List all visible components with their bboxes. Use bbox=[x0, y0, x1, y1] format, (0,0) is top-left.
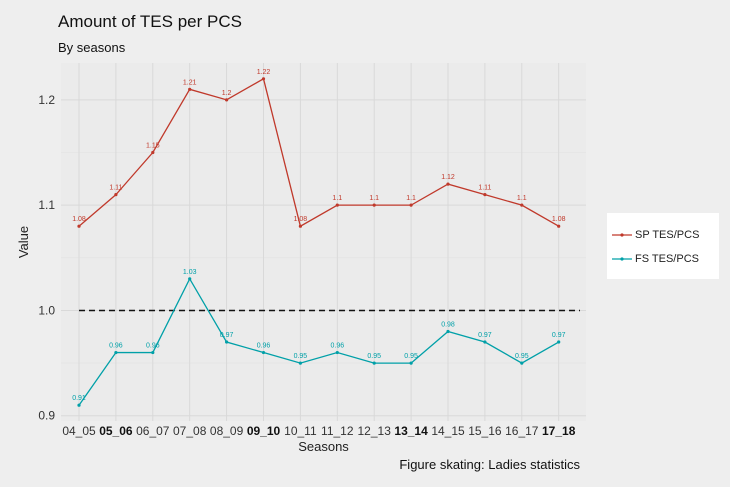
x-tick-label: 09_10 bbox=[247, 424, 281, 438]
x-tick-label: 16_17 bbox=[505, 424, 539, 438]
data-point bbox=[409, 361, 413, 365]
y-tick-label: 1.2 bbox=[38, 93, 55, 107]
data-point bbox=[151, 350, 155, 355]
x-tick-label: 12_13 bbox=[358, 424, 392, 438]
x-tick-label: 14_15 bbox=[431, 424, 465, 438]
data-point bbox=[335, 203, 339, 207]
data-point bbox=[114, 350, 118, 355]
data-label: 0.91 bbox=[72, 395, 86, 402]
legend-swatch-sp bbox=[612, 233, 632, 237]
data-label: 0.98 bbox=[441, 322, 455, 329]
data-point bbox=[188, 277, 192, 281]
data-label: 1.21 bbox=[183, 79, 197, 86]
data-label: 1.2 bbox=[222, 90, 232, 97]
chart-title: Amount of TES per PCS bbox=[58, 12, 242, 31]
x-tick-label: 04_05 bbox=[62, 424, 96, 438]
data-point bbox=[77, 224, 81, 228]
x-tick-label: 06_07 bbox=[136, 424, 170, 438]
data-label: 1.11 bbox=[109, 185, 122, 192]
data-label: 0.97 bbox=[478, 332, 492, 339]
data-point bbox=[520, 203, 524, 207]
data-point bbox=[261, 77, 266, 81]
data-label: 1.11 bbox=[478, 185, 491, 192]
x-tick-label: 08_09 bbox=[210, 424, 244, 438]
x-tick-label: 05_06 bbox=[99, 424, 133, 438]
data-label: 1.08 bbox=[552, 216, 566, 223]
data-point bbox=[188, 87, 192, 91]
chart-caption: Figure skating: Ladies statistics bbox=[399, 457, 580, 472]
data-point bbox=[372, 361, 376, 365]
legend-item-sp: SP TES/PCS bbox=[607, 225, 719, 245]
data-point bbox=[335, 350, 339, 355]
data-label: 0.96 bbox=[257, 343, 271, 350]
x-tick-label: 15_16 bbox=[468, 424, 502, 438]
data-point bbox=[225, 340, 229, 344]
data-label: 1.1 bbox=[332, 195, 342, 202]
data-label: 1.15 bbox=[146, 143, 160, 150]
legend-swatch-fs bbox=[612, 257, 632, 261]
data-label: 1.03 bbox=[183, 269, 197, 276]
data-point bbox=[372, 203, 376, 207]
data-label: 0.95 bbox=[404, 353, 418, 360]
data-point bbox=[114, 193, 118, 197]
x-tick-label: 13_14 bbox=[394, 424, 428, 438]
data-label: 1.08 bbox=[72, 216, 86, 223]
data-label: 0.96 bbox=[109, 343, 123, 350]
legend: SP TES/PCS FS TES/PCS bbox=[607, 213, 719, 279]
data-point bbox=[557, 224, 561, 228]
data-label: 1.22 bbox=[257, 69, 271, 76]
data-label: 0.97 bbox=[220, 332, 234, 339]
data-point bbox=[225, 98, 229, 102]
data-label: 0.96 bbox=[330, 343, 344, 350]
data-label: 1.1 bbox=[406, 195, 416, 202]
data-label: 0.96 bbox=[146, 343, 160, 350]
data-label: 1.1 bbox=[369, 195, 379, 202]
plot-panel bbox=[61, 63, 586, 421]
x-tick-label: 07_08 bbox=[173, 424, 207, 438]
data-label: 0.95 bbox=[294, 353, 308, 360]
x-axis-title: Seasons bbox=[298, 439, 349, 454]
y-tick-label: 1.0 bbox=[38, 303, 55, 317]
data-label: 1.08 bbox=[294, 216, 308, 223]
y-axis-title: Value bbox=[16, 226, 31, 258]
legend-label-sp: SP TES/PCS bbox=[635, 229, 700, 241]
data-point bbox=[151, 150, 155, 155]
data-point bbox=[557, 340, 561, 344]
data-point bbox=[261, 350, 266, 355]
data-point bbox=[446, 182, 450, 186]
chart-subtitle: By seasons bbox=[58, 40, 126, 55]
x-tick-label: 17_18 bbox=[542, 424, 576, 438]
data-point bbox=[520, 361, 524, 365]
data-point bbox=[409, 203, 413, 207]
series-line-0 bbox=[78, 77, 560, 228]
legend-label-fs: FS TES/PCS bbox=[635, 253, 699, 265]
data-point bbox=[483, 340, 487, 344]
y-tick-label: 0.9 bbox=[38, 409, 55, 423]
data-point bbox=[483, 193, 487, 197]
data-label: 0.95 bbox=[515, 353, 529, 360]
legend-item-fs: FS TES/PCS bbox=[607, 249, 719, 269]
data-label: 1.1 bbox=[517, 195, 527, 202]
series-line-1 bbox=[78, 277, 560, 406]
data-point bbox=[298, 361, 302, 365]
x-tick-label: 11_12 bbox=[321, 424, 354, 438]
y-tick-label: 1.1 bbox=[38, 198, 55, 212]
data-point bbox=[77, 403, 81, 407]
data-label: 1.12 bbox=[441, 174, 455, 181]
x-tick-label: 10_11 bbox=[284, 424, 317, 438]
data-label: 0.97 bbox=[552, 332, 566, 339]
data-label: 0.95 bbox=[367, 353, 381, 360]
data-point bbox=[298, 224, 302, 228]
data-point bbox=[446, 329, 450, 334]
